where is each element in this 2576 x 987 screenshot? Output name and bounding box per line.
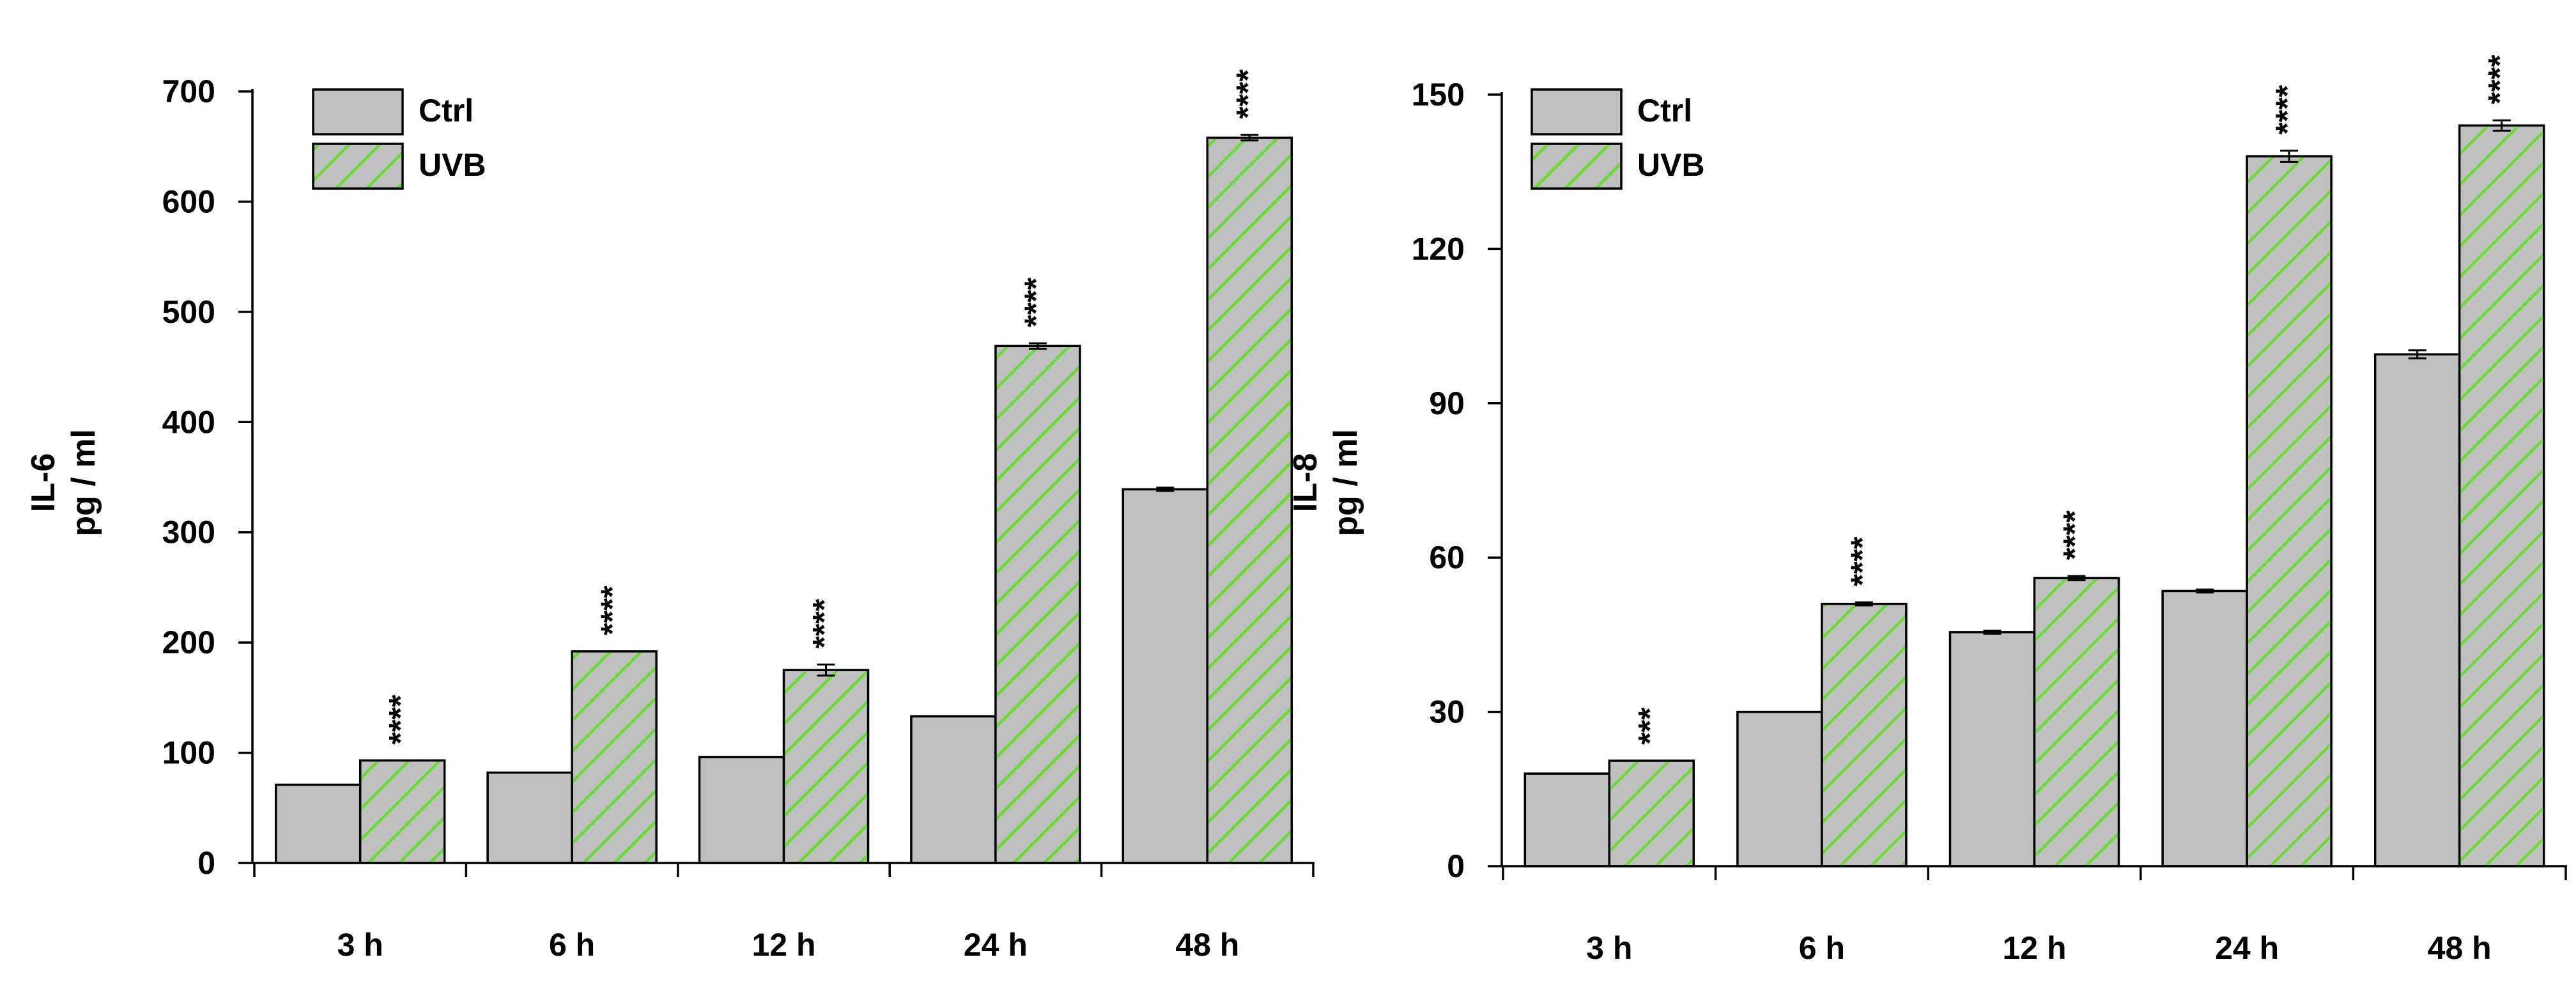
bar-uvb [1821, 602, 1908, 867]
bar-uvb [994, 345, 1081, 864]
significance-annotation: **** [2269, 84, 2305, 134]
x-tick-label: 12 h [2002, 930, 2066, 966]
legend-swatch-ctrl [312, 88, 404, 136]
bar-ctrl [1122, 488, 1209, 864]
x-tick-label: 24 h [964, 927, 1028, 963]
bar-uvb [2246, 155, 2333, 867]
bar-uvb [782, 669, 870, 864]
bar-ctrl [486, 771, 573, 864]
bar-uvb [2458, 124, 2545, 867]
x-tick-label: 12 h [752, 927, 815, 963]
bar-ctrl [1523, 772, 1611, 867]
y-tick-label: 90 [1429, 385, 1465, 421]
y-tick-label: 600 [162, 183, 215, 219]
x-tick-label: 48 h [1175, 927, 1239, 963]
bar-uvb [359, 759, 446, 864]
bar-ctrl [274, 783, 362, 864]
y-axis-title-line1: IL-8 [1287, 453, 1324, 512]
y-tick-label: 400 [162, 404, 215, 440]
y-axis-title-line2: pg / ml [1327, 429, 1364, 536]
significance-annotation: **** [806, 598, 842, 648]
y-tick-label: 100 [162, 735, 215, 771]
bar-uvb [1206, 136, 1293, 864]
y-tick-label: 60 [1429, 540, 1465, 575]
y-tick-label: 500 [162, 294, 215, 330]
bar-ctrl [698, 756, 785, 864]
x-tick-label: 6 h [549, 927, 595, 963]
x-tick-label: 6 h [1799, 930, 1845, 966]
legend-swatch-uvb [312, 143, 404, 190]
legend-label-ctrl: Ctrl [1637, 93, 1692, 128]
significance-annotation: **** [383, 694, 419, 744]
y-tick-label: 0 [1447, 848, 1465, 884]
y-tick-label: 150 [1412, 77, 1465, 113]
y-tick-label: 120 [1412, 231, 1465, 267]
bar-ctrl [2373, 353, 2461, 867]
y-axis-title-line2: pg / ml [65, 429, 102, 536]
y-tick-label: 700 [162, 74, 215, 109]
significance-annotation: **** [1230, 69, 1265, 119]
y-tick-label: 0 [197, 845, 215, 881]
x-tick-label: 3 h [337, 927, 383, 963]
significance-annotation: **** [594, 586, 630, 635]
y-tick-label: 200 [162, 625, 215, 660]
legend-label-uvb: UVB [1637, 147, 1705, 183]
legend-label-ctrl: Ctrl [419, 93, 474, 128]
bar-ctrl [910, 715, 997, 864]
x-tick-label: 3 h [1586, 930, 1632, 966]
bar-uvb [571, 650, 658, 864]
legend-swatch-ctrl [1531, 88, 1623, 136]
bar-ctrl [2161, 589, 2248, 867]
significance-annotation: **** [1018, 277, 1054, 327]
legend-label-uvb: UVB [419, 147, 486, 183]
significance-annotation: **** [1844, 536, 1880, 586]
legend-swatch-uvb [1531, 143, 1623, 190]
il8-chart: IL-8 pg / ml *** 3 h **** 6 h **** 12 h **** 24… [1287, 54, 2567, 966]
bar-ctrl [1736, 710, 1823, 867]
y-tick-label: 300 [162, 515, 215, 550]
significance-annotation: **** [2482, 54, 2518, 104]
x-tick-label: 48 h [2428, 930, 2492, 966]
y-axis-title-line1: IL-6 [25, 453, 62, 512]
y-tick-label: 30 [1429, 694, 1465, 730]
x-tick-label: 24 h [2215, 930, 2279, 966]
il6-chart: IL-6 pg / ml **** 3 h **** 6 h **** 12 h **** 2… [25, 69, 1315, 963]
significance-annotation: **** [2057, 510, 2093, 560]
bar-uvb [2033, 577, 2120, 867]
significance-annotation: *** [1631, 707, 1667, 745]
bar-ctrl [1948, 631, 2036, 867]
bar-uvb [1608, 759, 1695, 867]
